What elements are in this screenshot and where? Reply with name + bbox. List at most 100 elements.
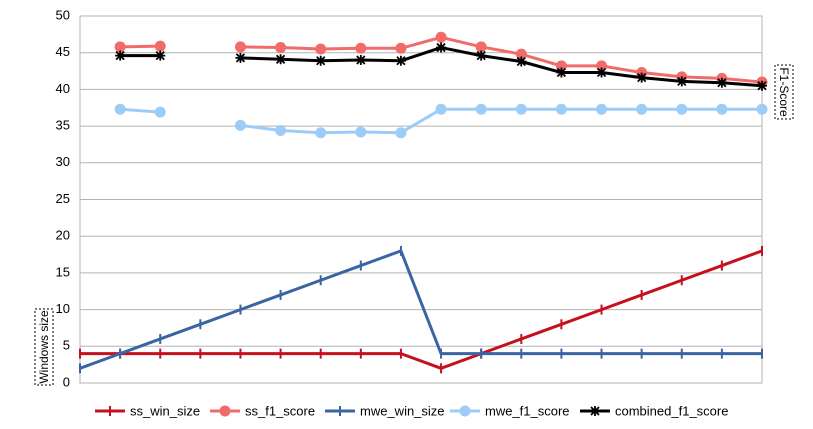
marker [556,67,567,78]
marker-dot [315,43,327,55]
marker [636,103,648,115]
marker [114,41,126,53]
marker [234,41,246,53]
y-tick-label: 5 [63,338,70,353]
marker-dot [395,127,407,139]
marker [756,103,768,115]
marker [475,41,487,53]
marker [676,76,687,87]
marker-star [155,50,166,61]
marker [275,42,287,54]
legend-label: mwe_f1_score [485,403,570,418]
marker-dot [756,103,768,115]
marker [435,103,447,115]
marker-dot [234,119,246,131]
marker [716,77,727,88]
y-tick-label: 50 [56,7,70,22]
legend-label: ss_f1_score [245,403,315,418]
marker [516,56,527,67]
y-tick-label: 25 [56,191,70,206]
marker-star [596,67,607,78]
marker-star [355,55,366,66]
marker-dot [636,103,648,115]
y-tick-label: 0 [63,374,70,389]
series-line [120,107,762,135]
legend-label: ss_win_size [130,403,200,418]
y-tick-label: 20 [56,228,70,243]
marker [590,406,600,416]
marker [596,103,608,115]
y-tick-label: 35 [56,118,70,133]
marker-dot [515,48,527,60]
marker-star [395,55,406,66]
marker [154,40,166,52]
marker-dot [315,127,327,139]
marker-dot [596,103,608,115]
plot-border [79,15,763,384]
y-tick-label: 15 [56,264,70,279]
marker-star [315,55,326,66]
marker-star [436,42,447,53]
marker [115,50,126,61]
marker [716,103,728,115]
marker [515,103,527,115]
marker-star [275,54,286,65]
marker [355,42,367,54]
marker-dot [395,42,407,54]
y-axis-label: Windows size [34,308,54,386]
marker [395,127,407,139]
marker-dot [234,41,246,53]
y-tick-label: 45 [56,44,70,59]
marker-dot [475,103,487,115]
marker [315,127,327,139]
marker [395,55,406,66]
marker-dot [114,103,126,115]
marker-dot [114,41,126,53]
marker-dot [435,31,447,43]
marker [155,50,166,61]
marker [395,42,407,54]
marker-dot [555,103,567,115]
marker [757,80,767,91]
marker-dot [435,103,447,115]
marker-star [590,406,600,416]
marker [315,55,326,66]
marker [154,106,166,118]
marker [355,126,367,138]
y-tick-label: 30 [56,154,70,169]
marker [219,405,231,417]
marker [476,50,487,61]
marker [275,54,286,65]
series-line [80,249,763,370]
series-line [120,35,763,84]
marker-star [516,56,527,67]
marker [459,405,471,417]
marker-star [636,72,647,83]
marker [355,55,366,66]
marker-dot [355,42,367,54]
marker [275,125,287,137]
marker-star [556,67,567,78]
marker [555,103,567,115]
marker-star [476,50,487,61]
marker [636,72,647,83]
marker-dot [355,126,367,138]
marker [436,42,447,53]
marker-star [235,52,246,63]
marker-dot [515,103,527,115]
y-axis-title: Windows size [37,310,51,384]
legend-label: combined_f1_score [615,403,728,418]
marker [676,103,688,115]
marker-dot [459,405,471,417]
marker-star [676,76,687,87]
marker-dot [716,103,728,115]
marker [235,52,246,63]
series-line [79,249,762,370]
y-tick-label: 40 [56,81,70,96]
marker-star [115,50,126,61]
marker-dot [676,103,688,115]
marker [596,67,607,78]
marker-dot [275,42,287,54]
marker [475,103,487,115]
